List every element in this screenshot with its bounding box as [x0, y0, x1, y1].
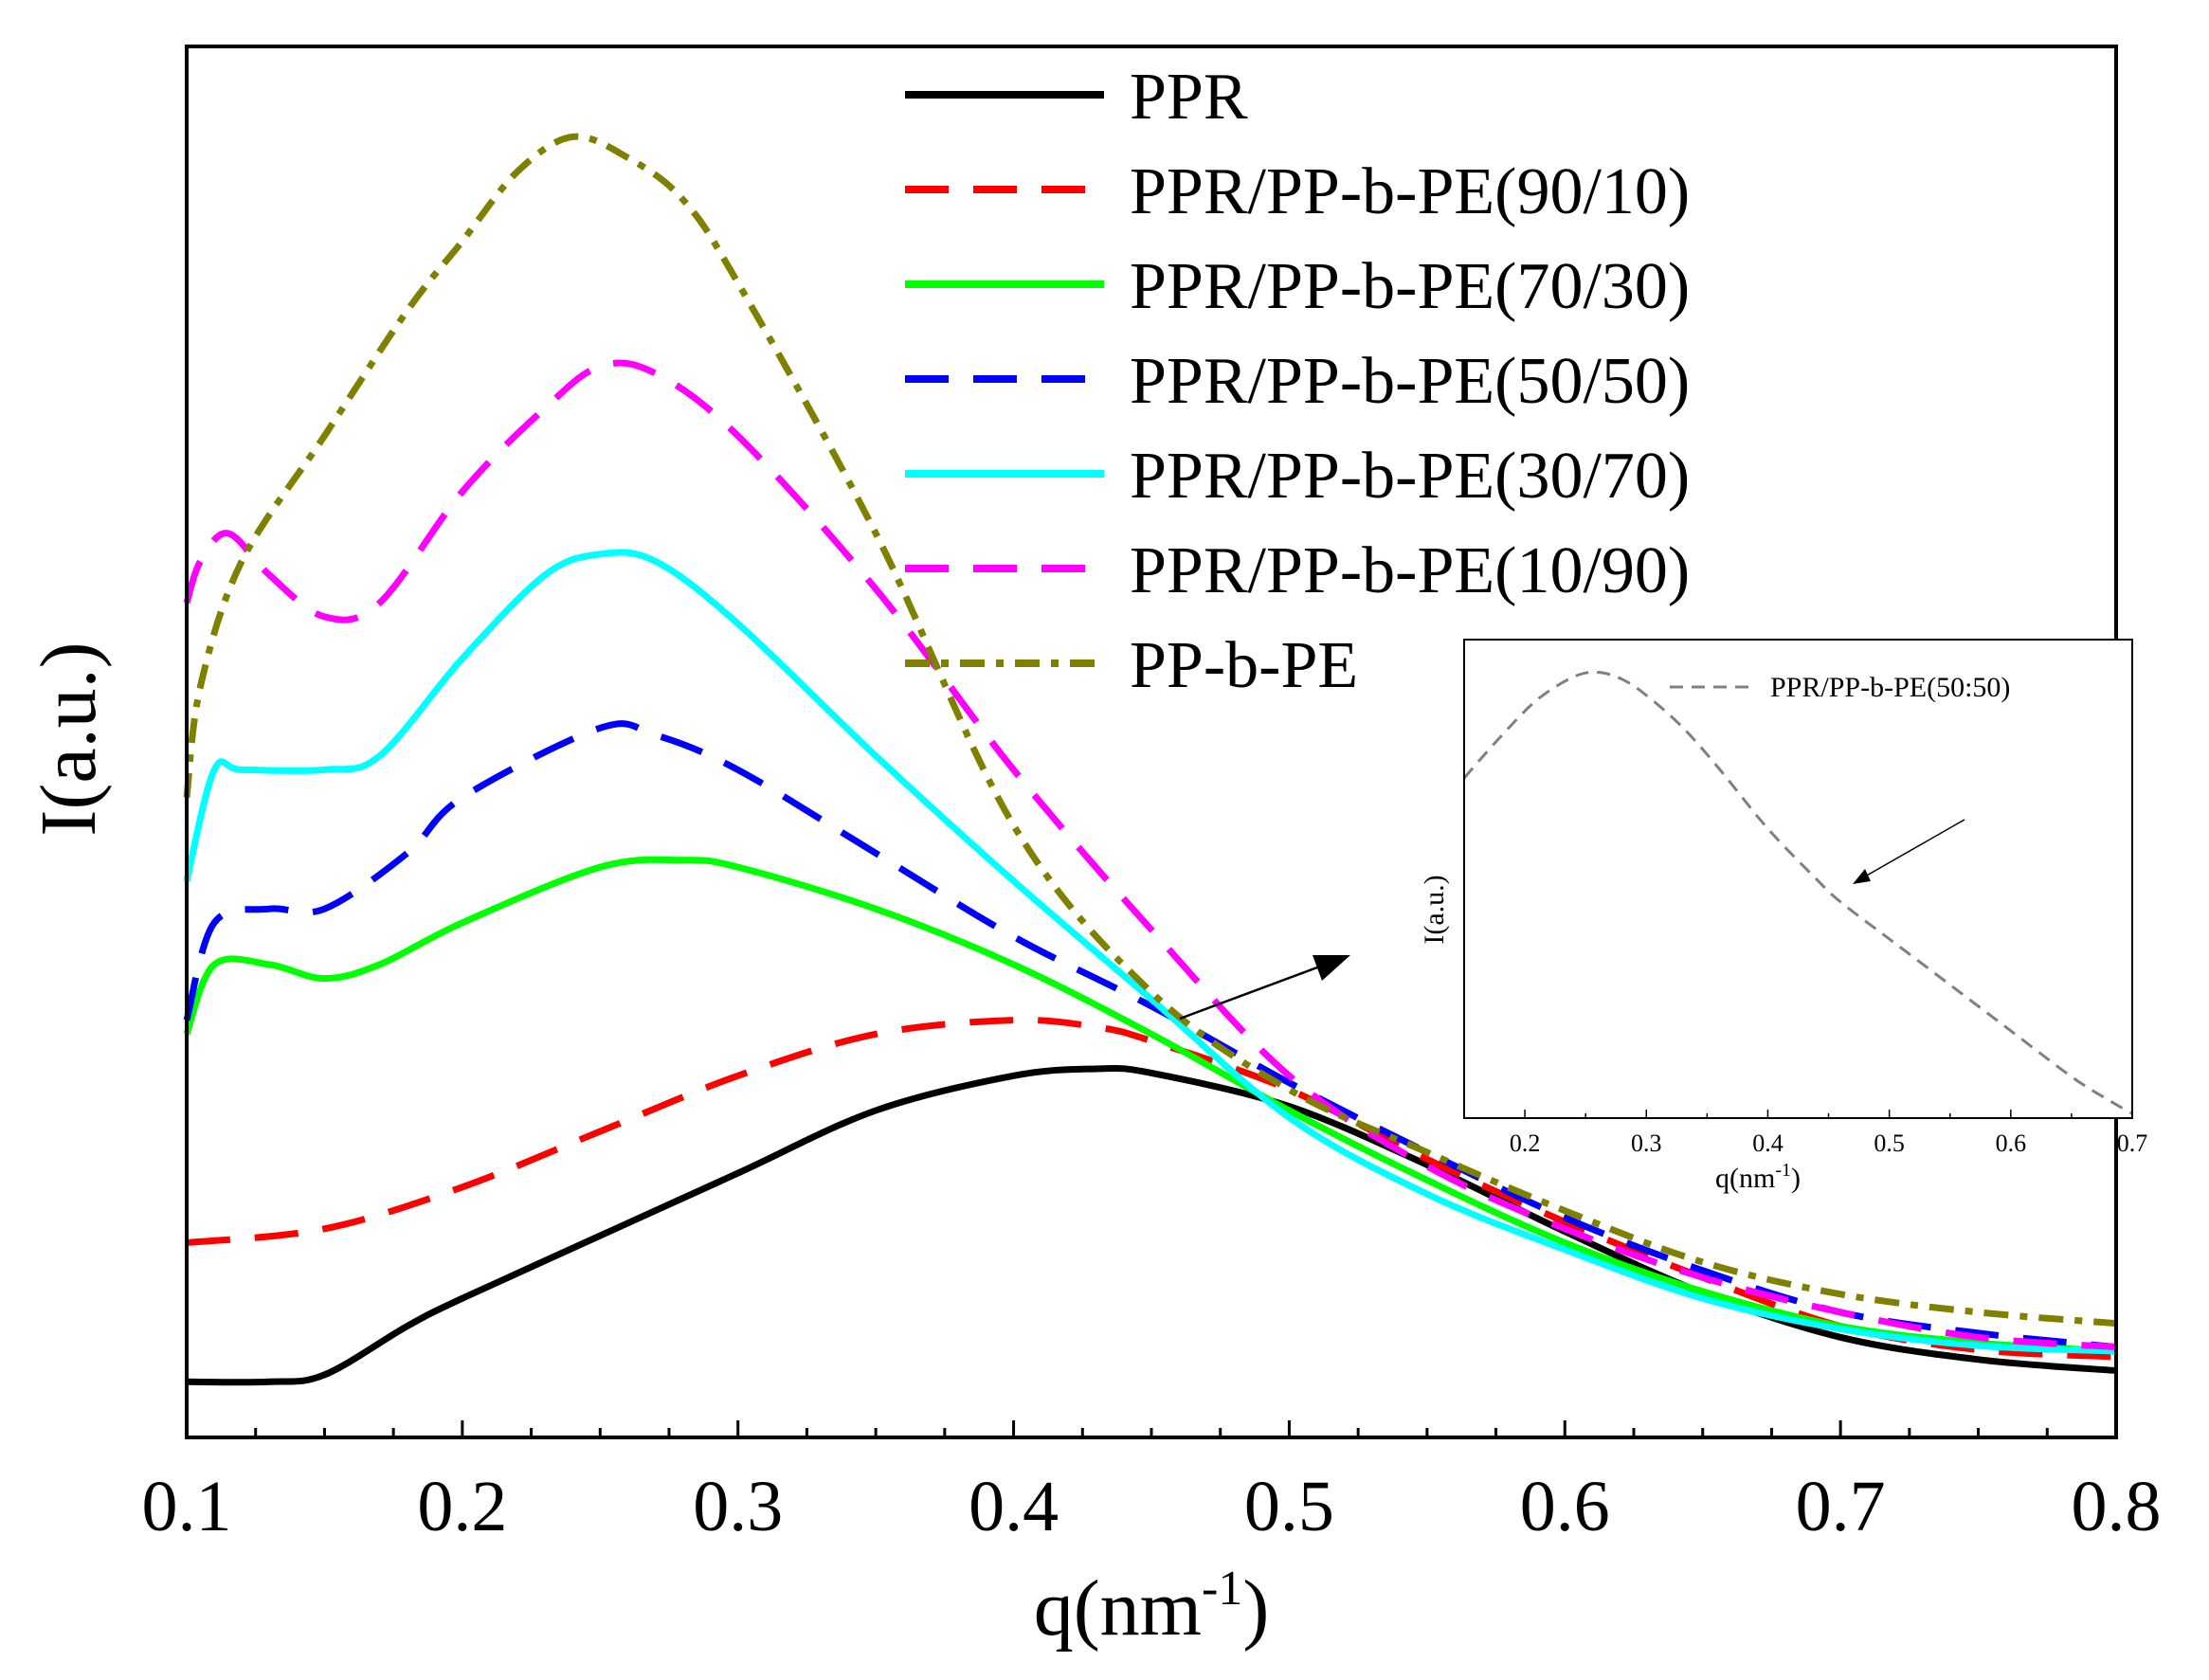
inset-pointer-arrowhead: [1853, 869, 1871, 884]
inset-y-axis-title: I(a.u.): [1419, 875, 1450, 944]
inset-x-tick-label: 0.2: [1510, 1129, 1541, 1157]
legend-item-ppr-pp-b-pe-10-90: PPR/PP-b-PE(10/90): [905, 534, 1690, 607]
inset-x-ticks: [1463, 1110, 2133, 1118]
x-tick-label: 0.6: [1520, 1467, 1610, 1546]
x-tick-label: 0.3: [693, 1467, 783, 1546]
main-x-axis-title: q(nm-1): [1034, 1562, 1270, 1653]
main-x-tick-labels: 0.1 0.2 0.3 0.4 0.5 0.6 0.7 0.8: [142, 1467, 2162, 1546]
legend-item-ppr-pp-b-pe-30-70: PPR/PP-b-PE(30/70): [905, 440, 1690, 513]
inset-x-tick-labels: 0.2 0.3 0.4 0.5 0.6 0.7: [1510, 1129, 2147, 1157]
main-plot: 0.1 0.2 0.3 0.4 0.5 0.6 0.7 0.8 q(nm-1) I(a.u.)…: [25, 45, 2162, 1653]
main-y-axis-title: I(a.u.): [25, 641, 113, 836]
x-tick-label: 0.4: [969, 1467, 1059, 1546]
legend-label: PPR/PP-b-PE(50/50): [1130, 345, 1690, 418]
inset-x-axis-title: q(nm-1): [1715, 1160, 1801, 1194]
legend-label: PPR: [1130, 61, 1248, 134]
inset-background: [1464, 640, 2132, 1118]
x-tick-label: 0.5: [1244, 1467, 1334, 1546]
legend-item-ppr: PPR: [905, 61, 1248, 134]
inset-pointer-arrow: [1864, 819, 1965, 877]
series-line-ppr-pp-b-pe-30-70: [183, 549, 2117, 1355]
legend-label: PPR/PP-b-PE(70/30): [1130, 250, 1690, 323]
series-line-ppr-pp-b-pe-70-30: [183, 856, 2117, 1355]
x-tick-label: 0.8: [2072, 1467, 2162, 1546]
inset-plot: 0.2 0.3 0.4 0.5 0.6 0.7 q(nm-1) I(a.u.) PPR/P…: [1419, 639, 2147, 1194]
inset-x-tick-label: 0.5: [1874, 1129, 1905, 1157]
inset-x-tick-label: 0.7: [2117, 1129, 2148, 1157]
legend-item-pp-b-pe: PP-b-PE: [905, 629, 1358, 702]
inset-legend: PPR/PP-b-PE(50:50): [1670, 672, 2010, 703]
main-series-group: [183, 133, 2117, 1386]
inset-x-tick-label: 0.3: [1631, 1129, 1662, 1157]
series-line-ppr-pp-b-pe-10-90: [183, 359, 2117, 1351]
inset-series-group: [1462, 670, 2133, 1115]
legend-label: PPR/PP-b-PE(90/10): [1130, 155, 1690, 228]
main-to-inset-arrowhead: [1313, 955, 1350, 981]
legend-item-ppr-pp-b-pe-50-50: PPR/PP-b-PE(50/50): [905, 345, 1690, 418]
main-to-inset-arrow: [1179, 963, 1326, 1021]
inset-x-tick-label: 0.6: [1996, 1129, 2027, 1157]
inset-legend-item: PPR/PP-b-PE(50:50): [1670, 672, 2010, 703]
legend-label: PP-b-PE: [1130, 629, 1358, 702]
inset-plot-frame: [1463, 639, 2133, 1119]
x-tick-label: 0.1: [142, 1467, 232, 1546]
series-line-ppr-pp-b-pe-50-50: [183, 720, 2117, 1351]
inset-series-line-ppr-pp-b-pe-50-50: [1462, 670, 2133, 1115]
main-legend: PPR PPR/PP-b-PE(90/10) PPR/PP-b-PE(70/30) P…: [905, 61, 1690, 702]
legend-label: PPR/PP-b-PE(10/90): [1130, 534, 1690, 607]
main-x-ticks: [185, 1420, 2118, 1437]
legend-item-ppr-pp-b-pe-70-30: PPR/PP-b-PE(70/30): [905, 250, 1690, 323]
legend-item-ppr-pp-b-pe-90-10: PPR/PP-b-PE(90/10): [905, 155, 1690, 228]
inset-x-tick-label: 0.4: [1752, 1129, 1783, 1157]
legend-label: PPR/PP-b-PE(30/70): [1130, 440, 1690, 513]
x-tick-label: 0.7: [1796, 1467, 1886, 1546]
annotation-arrows: [1179, 819, 1965, 1021]
x-tick-label: 0.2: [417, 1467, 507, 1546]
series-line-ppr-pp-b-pe-90-10: [186, 1016, 2117, 1361]
inset-legend-label: PPR/PP-b-PE(50:50): [1770, 672, 2010, 703]
series-line-pp-b-pe: [183, 133, 2117, 1328]
